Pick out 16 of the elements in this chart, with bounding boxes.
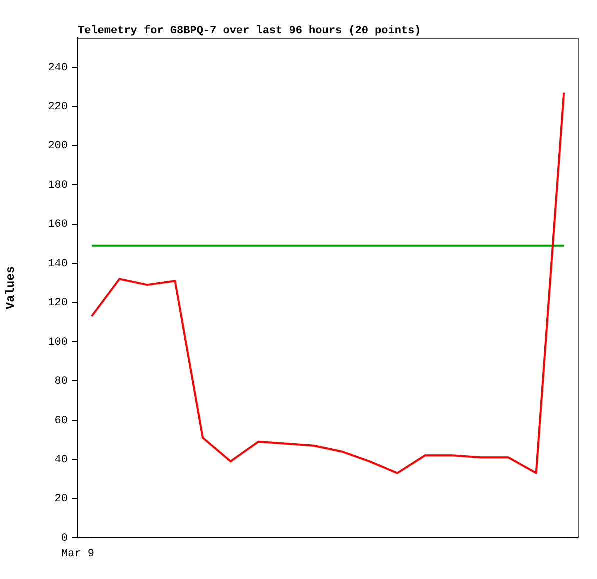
y-tick-label: 200: [48, 140, 68, 153]
text: Mar 9: [61, 548, 95, 560]
y-tick-label: 220: [48, 102, 68, 114]
y-tick-label: 60: [54, 415, 68, 428]
y-tick-label: 180: [48, 180, 68, 192]
y-tick-label: 40: [54, 454, 68, 466]
y-tick-label: 20: [54, 494, 68, 506]
y-tick-label: 160: [48, 219, 68, 232]
y-tick-label: 80: [54, 376, 68, 388]
y-tick-label: 0: [61, 532, 68, 545]
y-axis-title: Values: [4, 266, 18, 310]
y-tick-label: 140: [48, 258, 68, 270]
y-tick-label: 120: [48, 298, 68, 310]
y-tick-label: 100: [48, 336, 68, 349]
chart-title: Telemetry for G8BPQ-7 over last 96 hours (20 points): [78, 24, 422, 38]
y-tick-label: 240: [48, 62, 68, 74]
